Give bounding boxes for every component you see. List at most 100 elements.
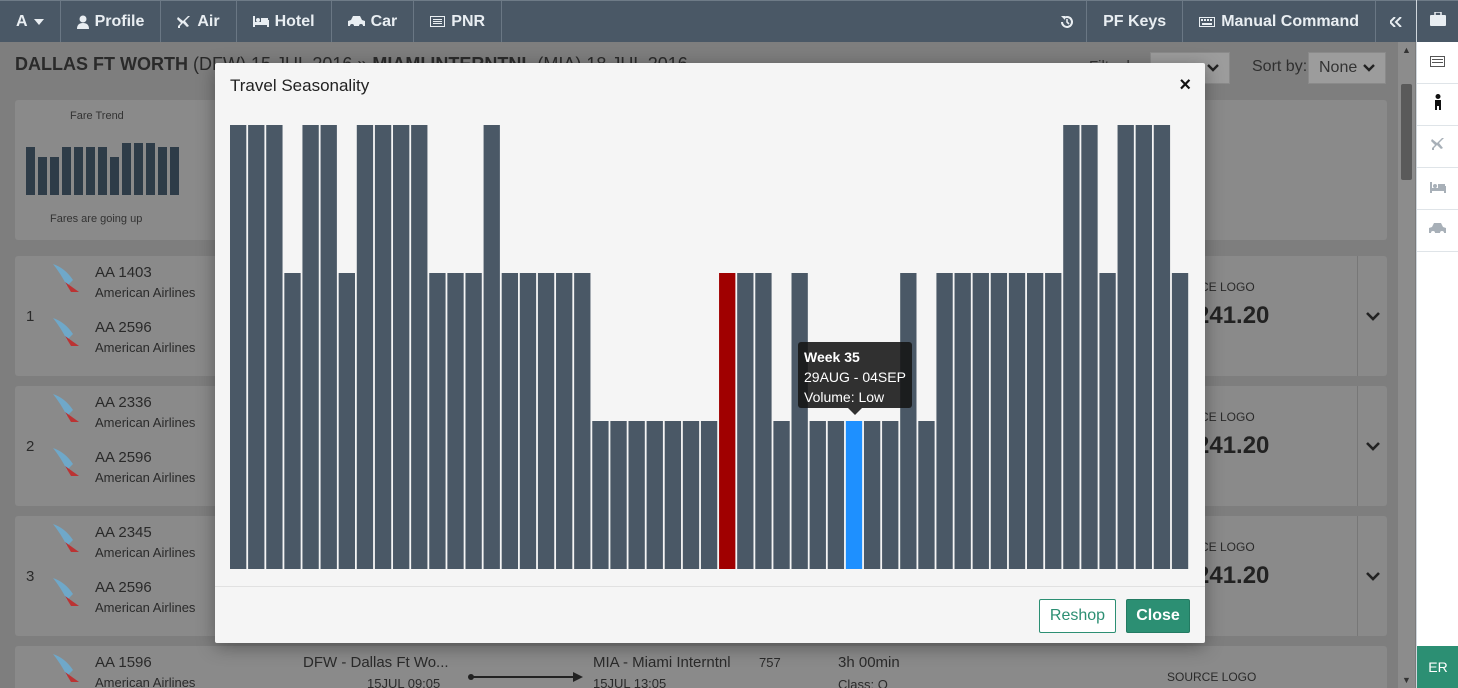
week-bar[interactable] bbox=[556, 273, 573, 569]
sidebar-card[interactable] bbox=[1417, 42, 1458, 84]
week-bar[interactable] bbox=[1008, 273, 1026, 569]
airline-name: American Airlines bbox=[95, 675, 196, 688]
nav-air[interactable]: Air bbox=[161, 1, 237, 42]
plane-icon bbox=[177, 15, 191, 29]
week-bar[interactable] bbox=[682, 421, 700, 569]
departure-airport: DFW - Dallas Ft Wo... bbox=[303, 654, 449, 671]
week-bar[interactable] bbox=[863, 421, 881, 569]
week-bar[interactable] bbox=[1099, 273, 1116, 569]
airline-logo-icon bbox=[51, 652, 83, 684]
sidebar-briefcase[interactable] bbox=[1417, 0, 1458, 42]
week-bar[interactable] bbox=[519, 273, 537, 569]
week-bar[interactable] bbox=[773, 421, 790, 569]
week-bar[interactable] bbox=[809, 421, 826, 569]
week-bar[interactable] bbox=[465, 273, 482, 569]
week-bar[interactable] bbox=[393, 125, 410, 569]
week-bar[interactable] bbox=[990, 273, 1008, 569]
week-bar[interactable] bbox=[1026, 273, 1044, 569]
flight-number: AA 2596 bbox=[95, 579, 152, 596]
week-bar[interactable] bbox=[1117, 125, 1134, 569]
week-bar[interactable] bbox=[827, 421, 845, 569]
chevron-down-icon bbox=[1207, 59, 1219, 77]
fare-trend-label: Fare Trend bbox=[70, 110, 124, 122]
week-bar[interactable] bbox=[284, 273, 301, 569]
week-bar[interactable] bbox=[882, 421, 899, 569]
week-bar[interactable] bbox=[1153, 125, 1171, 569]
week-bar[interactable] bbox=[737, 273, 754, 569]
week-bar[interactable] bbox=[501, 273, 519, 569]
week-bar[interactable] bbox=[719, 273, 736, 569]
history-button[interactable] bbox=[1048, 1, 1086, 42]
price: 241.20 bbox=[1196, 562, 1270, 589]
week-bar[interactable] bbox=[374, 125, 392, 569]
agent-menu[interactable]: A bbox=[0, 1, 61, 42]
sidebar-bed[interactable] bbox=[1417, 168, 1458, 210]
expand-button[interactable] bbox=[1357, 386, 1387, 506]
week-bar[interactable] bbox=[266, 125, 283, 569]
week-bar[interactable] bbox=[1081, 125, 1098, 569]
week-bar[interactable] bbox=[592, 421, 609, 569]
er-button[interactable]: ER bbox=[1417, 646, 1458, 688]
week-bar[interactable] bbox=[447, 273, 464, 569]
week-bar[interactable] bbox=[248, 125, 265, 569]
caret-down-icon bbox=[33, 18, 44, 25]
reshop-button[interactable]: Reshop bbox=[1039, 599, 1116, 633]
nav-car[interactable]: Car bbox=[332, 1, 415, 42]
scroll-up-icon[interactable]: ▲ bbox=[1402, 45, 1411, 55]
arrival-airport: MIA - Miami Interntnl bbox=[593, 654, 731, 671]
week-bar[interactable] bbox=[537, 273, 555, 569]
expand-button[interactable] bbox=[1357, 516, 1387, 636]
week-bar[interactable] bbox=[900, 273, 917, 569]
nav-pnr[interactable]: PNR bbox=[414, 1, 503, 42]
week-bar[interactable] bbox=[755, 273, 772, 569]
manual-command-button[interactable]: Manual Command bbox=[1182, 1, 1375, 42]
week-bar[interactable] bbox=[1045, 273, 1062, 569]
close-icon[interactable]: × bbox=[1179, 74, 1191, 96]
result-row-4[interactable]: AA 1596 American Airlines DFW - Dallas F… bbox=[15, 646, 1387, 688]
close-button[interactable]: Close bbox=[1126, 599, 1190, 633]
week-bar[interactable] bbox=[646, 421, 663, 569]
week-bar[interactable] bbox=[1171, 273, 1189, 569]
history-icon bbox=[1060, 15, 1074, 29]
sidebar-person[interactable] bbox=[1417, 84, 1458, 126]
week-bar[interactable] bbox=[1063, 125, 1080, 569]
collapse-button[interactable] bbox=[1375, 1, 1416, 42]
week-bar[interactable] bbox=[574, 273, 591, 569]
week-bar[interactable] bbox=[954, 273, 971, 569]
week-bar[interactable] bbox=[1135, 125, 1152, 569]
week-bar[interactable] bbox=[972, 273, 989, 569]
week-bar[interactable] bbox=[845, 421, 863, 569]
week-bar[interactable] bbox=[918, 421, 935, 569]
sidebar-plane[interactable] bbox=[1417, 126, 1458, 168]
plane-icon bbox=[1430, 137, 1445, 156]
week-bar[interactable] bbox=[230, 125, 247, 569]
airline-logo-icon bbox=[51, 446, 83, 478]
week-bar[interactable] bbox=[791, 273, 808, 569]
week-bar[interactable] bbox=[483, 125, 500, 569]
week-bar[interactable] bbox=[356, 125, 374, 569]
flight-number: AA 2345 bbox=[95, 524, 152, 541]
week-bar[interactable] bbox=[411, 125, 428, 569]
sort-select[interactable]: None bbox=[1308, 52, 1386, 84]
week-bar[interactable] bbox=[664, 421, 682, 569]
nav-profile-label: Profile bbox=[94, 12, 145, 30]
scroll-down-icon[interactable]: ▼ bbox=[1402, 675, 1411, 685]
week-bar[interactable] bbox=[302, 125, 319, 569]
week-bar[interactable] bbox=[338, 273, 355, 569]
week-bar[interactable] bbox=[610, 421, 627, 569]
nav-spacer bbox=[502, 1, 1048, 42]
pf-keys-button[interactable]: PF Keys bbox=[1086, 1, 1182, 42]
airline-logo-icon bbox=[51, 522, 83, 554]
week-bar[interactable] bbox=[936, 273, 953, 569]
nav-profile[interactable]: Profile bbox=[61, 1, 162, 42]
nav-hotel[interactable]: Hotel bbox=[237, 1, 332, 42]
sidebar-car[interactable] bbox=[1417, 210, 1458, 252]
page-scrollbar[interactable]: ▲ ▼ bbox=[1398, 42, 1415, 688]
tooltip-week: Week 35 bbox=[804, 349, 860, 365]
expand-button[interactable] bbox=[1357, 256, 1387, 376]
scroll-thumb[interactable] bbox=[1401, 84, 1412, 180]
week-bar[interactable] bbox=[429, 273, 446, 569]
week-bar[interactable] bbox=[628, 421, 645, 569]
week-bar[interactable] bbox=[320, 125, 337, 569]
week-bar[interactable] bbox=[700, 421, 718, 569]
